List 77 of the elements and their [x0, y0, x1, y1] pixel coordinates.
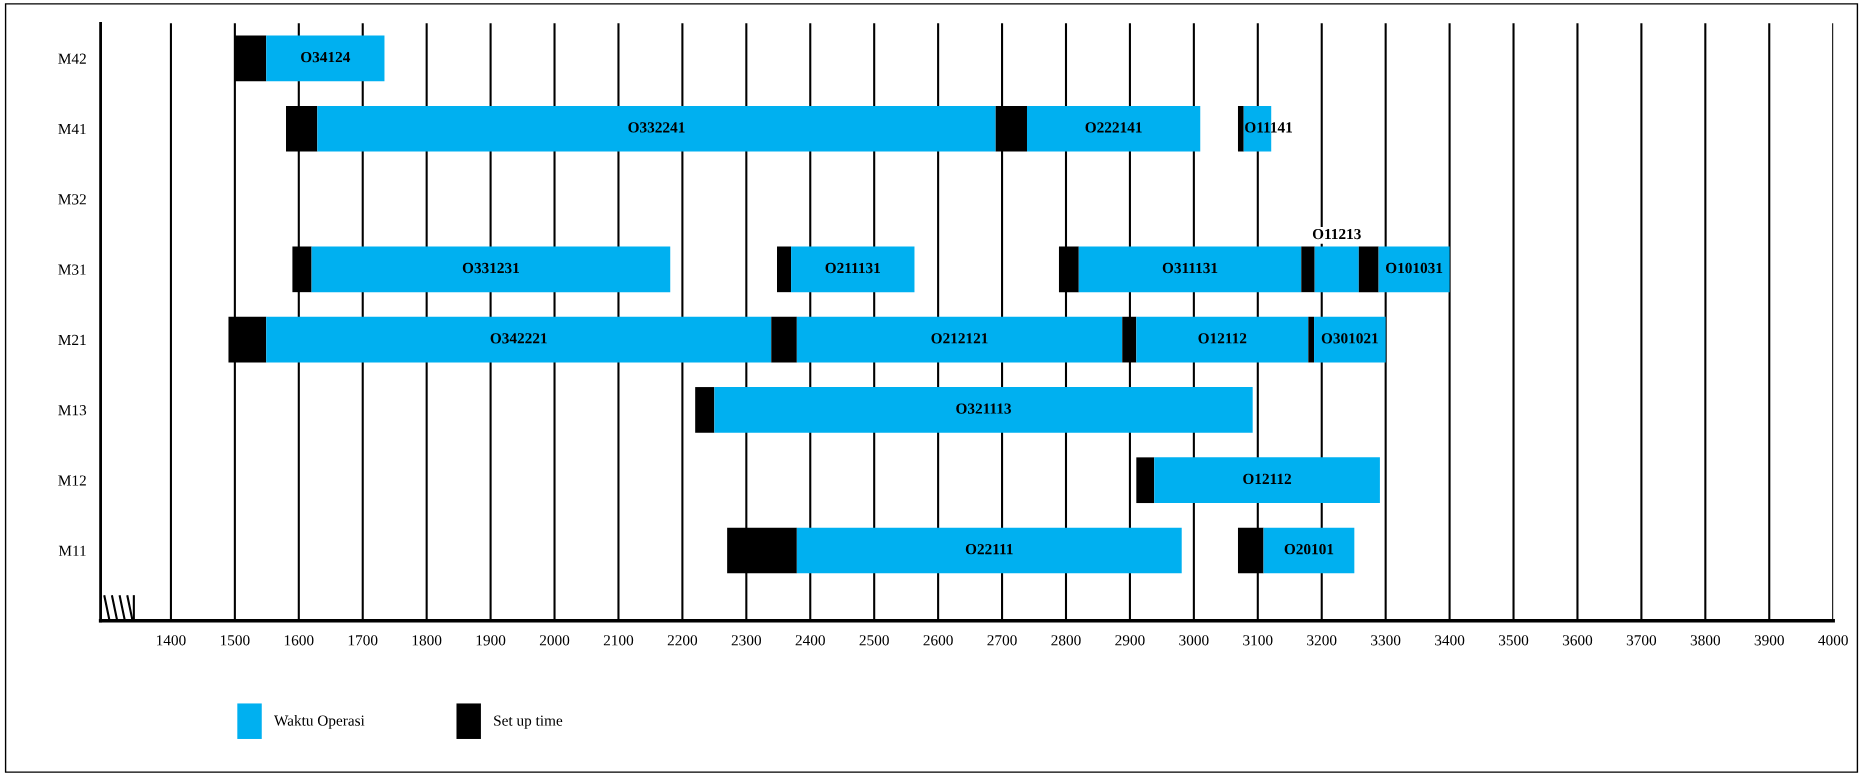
y-tick-label: M12 — [58, 475, 86, 486]
bar — [266, 35, 385, 82]
x-tick-label: 3300 — [1371, 635, 1401, 646]
data-label: O12112 — [1243, 473, 1292, 485]
x-tick-label: 2600 — [923, 635, 953, 646]
bar — [791, 246, 915, 293]
data-label: O342221 — [490, 333, 547, 344]
x-tick-label: 1700 — [348, 635, 378, 646]
data-label: O34124 — [301, 51, 351, 63]
x-tick-label: 3700 — [1626, 635, 1657, 646]
data-label: O22111 — [965, 544, 1013, 555]
x-tick-label: 2000 — [539, 635, 570, 646]
y-tick-label: M21 — [58, 334, 86, 345]
data-label: O301021 — [1321, 333, 1378, 344]
x-tick-label: 2400 — [795, 635, 825, 646]
x-tick-label: 2300 — [731, 635, 762, 646]
y-tick-label: M32 — [58, 194, 86, 205]
x-tick-label: 1900 — [476, 635, 506, 646]
bar — [695, 387, 715, 433]
bar — [771, 316, 797, 363]
bar — [1136, 316, 1309, 363]
x-tick-label: 1800 — [412, 635, 442, 646]
bar — [1314, 246, 1359, 293]
bar — [796, 316, 1123, 363]
data-label: O331231 — [462, 262, 519, 274]
y-tick-label: M42 — [58, 53, 86, 64]
x-tick-label: 3000 — [1179, 635, 1209, 646]
y-tick-label: M41 — [58, 123, 86, 135]
bar — [714, 387, 1253, 433]
x-tick-label: 3200 — [1307, 635, 1337, 646]
bar — [1237, 105, 1244, 152]
legend-label: Waktu Operasi — [273, 715, 365, 729]
data-label: O101031 — [1386, 262, 1443, 274]
x-tick-label: 3600 — [1562, 635, 1593, 646]
x-tick-label: 2500 — [859, 635, 889, 646]
bar — [796, 527, 1182, 574]
x-tick-label: 3400 — [1435, 635, 1465, 646]
x-tick-label: 2900 — [1115, 635, 1145, 646]
bar — [1301, 246, 1315, 293]
x-tick-label: 2800 — [1051, 635, 1081, 646]
data-label: O11213 — [1312, 228, 1361, 240]
x-tick-label: 1600 — [284, 635, 314, 646]
x-tick-label: 2100 — [603, 635, 634, 646]
x-tick-label: 3800 — [1690, 635, 1721, 646]
bar — [1308, 316, 1315, 363]
x-tick-label: 1500 — [220, 635, 250, 646]
data-label: O12112 — [1198, 333, 1247, 344]
bar — [1358, 246, 1379, 293]
bar — [311, 246, 671, 293]
bar — [1136, 457, 1155, 504]
data-label: O211131 — [825, 262, 880, 274]
bar — [777, 246, 792, 293]
y-tick-label: M31 — [58, 264, 86, 275]
x-tick-label: 2700 — [987, 635, 1017, 646]
data-label: O321113 — [956, 403, 1012, 414]
bar — [1263, 527, 1355, 574]
data-label: O311131 — [1162, 262, 1218, 274]
bar — [317, 105, 996, 152]
data-label: O222141 — [1085, 122, 1142, 133]
x-tick-label: 3500 — [1498, 635, 1529, 646]
data-label: O212121 — [931, 333, 988, 344]
x-tick-label: 4000 — [1818, 635, 1848, 646]
bar — [1078, 246, 1302, 293]
y-tick-label: M11 — [58, 545, 86, 556]
bar — [1026, 105, 1201, 152]
bar — [1314, 316, 1386, 363]
legend-label: Set up time — [494, 715, 563, 729]
bar — [1378, 246, 1450, 293]
data-label: O20101 — [1284, 544, 1334, 555]
x-tick-label: 1400 — [156, 635, 186, 646]
bar — [1154, 457, 1380, 504]
x-tick-label: 2200 — [667, 635, 698, 646]
data-label: O332241 — [628, 122, 685, 133]
bar — [266, 316, 772, 363]
x-tick-label: 3100 — [1243, 635, 1273, 646]
x-tick-label: 3900 — [1754, 635, 1784, 646]
y-tick-label: M13 — [58, 405, 87, 416]
